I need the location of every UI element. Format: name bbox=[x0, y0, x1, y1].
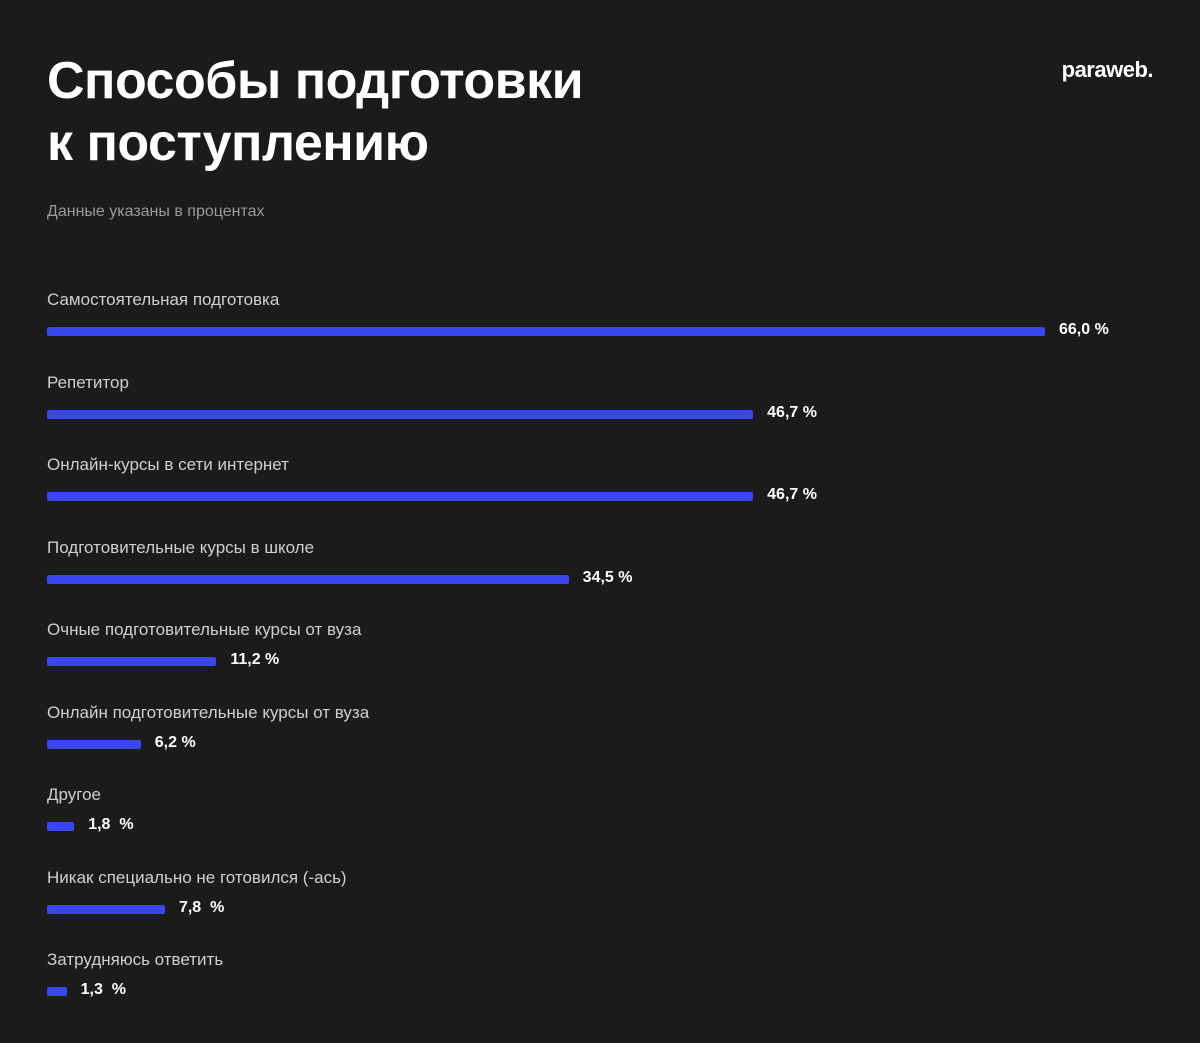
category-label: Другое bbox=[47, 785, 102, 804]
title-line-1: Способы подготовки bbox=[47, 52, 584, 110]
bar bbox=[47, 739, 141, 749]
bar bbox=[47, 409, 754, 419]
bar bbox=[47, 822, 75, 831]
bar bbox=[47, 492, 754, 501]
page-title: Способы подготовки к поступлению bbox=[47, 50, 584, 174]
category-label: Очные подготовительные курсы от вуза bbox=[47, 620, 362, 639]
chart-row: Репетитор 46,7 % bbox=[47, 373, 1157, 456]
chart-row: Очные подготовительные курсы от вуза 11,2… bbox=[47, 620, 1157, 703]
data-label: 66,0 % bbox=[1059, 321, 1109, 338]
category-label: Репетитор bbox=[47, 372, 129, 392]
chart-row: Затрудняюсь ответить 1,3 % bbox=[47, 950, 1157, 1033]
data-label: 7,8 % bbox=[178, 898, 225, 916]
data-label: 46,7 % bbox=[767, 403, 817, 421]
chart-row: Онлайн подготовительные курсы от вуза 6,2… bbox=[47, 703, 1157, 786]
category-label: Онлайн подготовительные курсы от вуза bbox=[47, 702, 370, 722]
data-label: 6,2 % bbox=[154, 733, 196, 751]
bar bbox=[47, 574, 569, 584]
category-label: Никак специально не готовился (-ась) bbox=[47, 867, 347, 887]
category-label: Онлайн-курсы в сети интернет bbox=[47, 455, 289, 474]
chart-row: Самостоятельная подготовка 66,0 % bbox=[47, 290, 1157, 373]
chart-row: Никак специально не готовился (-ась) 7,8 … bbox=[47, 868, 1157, 951]
bar bbox=[47, 657, 217, 666]
data-label: 11,2 % bbox=[230, 651, 280, 668]
chart-subtitle: Данные указаны в процентах bbox=[47, 203, 265, 220]
chart-row: Другое 1,8 % bbox=[47, 785, 1157, 868]
category-label: Самостоятельная подготовка bbox=[47, 290, 280, 309]
bar bbox=[47, 327, 1045, 336]
brand-logo: paraweb. bbox=[1061, 57, 1154, 82]
data-label: 1,8 % bbox=[88, 816, 134, 833]
chart-row: Онлайн-курсы в сети интернет 46,7 % bbox=[47, 455, 1157, 538]
chart-row: Подготовительные курсы в школе 34,5 % bbox=[47, 538, 1157, 621]
data-label: 46,7 % bbox=[767, 486, 817, 503]
category-label: Затрудняюсь ответить bbox=[47, 950, 224, 969]
data-label: 34,5 % bbox=[582, 568, 633, 586]
bar bbox=[47, 987, 67, 996]
data-label: 1,3 % bbox=[80, 981, 127, 998]
category-label: Подготовительные курсы в школе bbox=[47, 537, 315, 557]
bar-chart: Самостоятельная подготовка 66,0 % Репетито… bbox=[47, 290, 1157, 1033]
title-line-2: к поступлению bbox=[47, 114, 429, 172]
bar bbox=[47, 904, 165, 914]
